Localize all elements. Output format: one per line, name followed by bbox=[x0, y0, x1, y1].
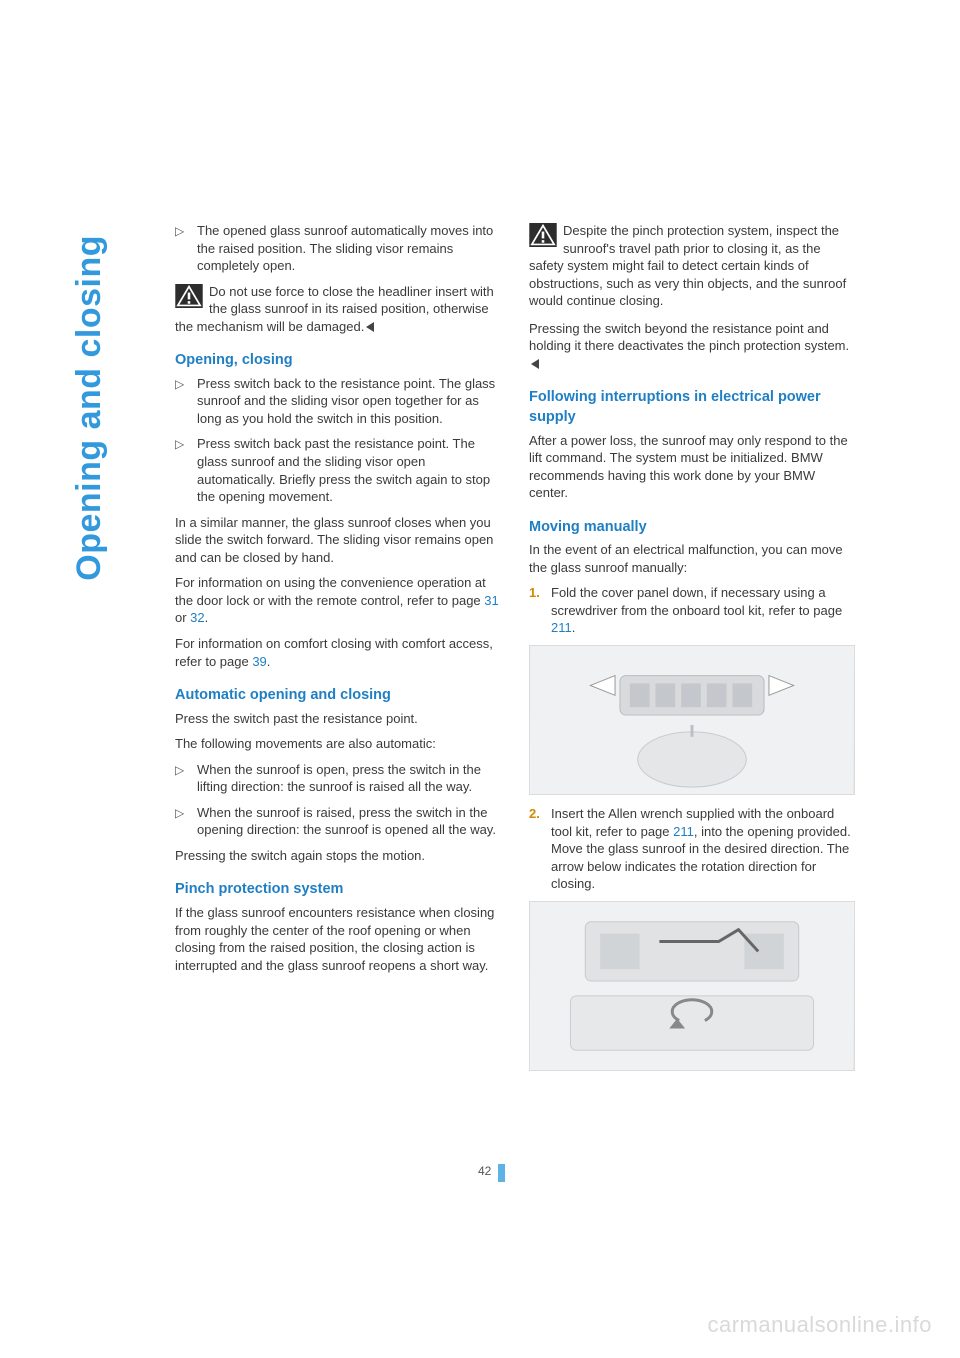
illustration-allen-wrench bbox=[529, 901, 855, 1071]
heading-moving-manually: Moving manually bbox=[529, 518, 855, 538]
illustration-svg bbox=[530, 902, 854, 1070]
bullet-text: When the sunroof is open, press the swit… bbox=[197, 761, 501, 796]
manual-page: Opening and closing ▷ The opened glass s… bbox=[0, 0, 960, 1358]
bullet-text: Press switch back past the resistance po… bbox=[197, 435, 501, 505]
list-text: Insert the Allen wrench supplied with th… bbox=[551, 805, 855, 893]
body-paragraph: If the glass sunroof encounters resistan… bbox=[175, 904, 501, 974]
page-number: 42 bbox=[478, 1164, 491, 1178]
illustration-svg bbox=[530, 646, 854, 794]
page-ref-link[interactable]: 32 bbox=[190, 610, 204, 625]
bullet-item: ▷ When the sunroof is open, press the sw… bbox=[175, 761, 501, 796]
bullet-text: Press switch back to the resistance poin… bbox=[197, 375, 501, 428]
page-ref-link[interactable]: 31 bbox=[484, 593, 498, 608]
warning-block: Do not use force to close the headliner … bbox=[175, 283, 501, 336]
bullet-text: The opened glass sunroof automatically m… bbox=[197, 222, 501, 275]
numbered-item: 2. Insert the Allen wrench supplied with… bbox=[529, 805, 855, 893]
body-paragraph: Pressing the switch beyond the resistanc… bbox=[529, 320, 855, 373]
section-side-title: Opening and closing bbox=[70, 235, 109, 581]
heading-automatic-opening: Automatic opening and closing bbox=[175, 686, 501, 706]
text-fragment: Pressing the switch beyond the resistanc… bbox=[529, 321, 849, 354]
heading-opening-closing: Opening, closing bbox=[175, 351, 501, 371]
content-area: ▷ The opened glass sunroof automatically… bbox=[175, 222, 855, 1081]
body-paragraph: For information on using the convenience… bbox=[175, 574, 501, 627]
end-marker-icon bbox=[531, 359, 539, 369]
body-paragraph: In the event of an electrical malfunctio… bbox=[529, 541, 855, 576]
body-paragraph: In a similar manner, the glass sunroof c… bbox=[175, 514, 501, 567]
triangle-bullet-icon: ▷ bbox=[175, 375, 197, 428]
list-number: 1. bbox=[529, 584, 551, 637]
text-fragment: For information on comfort closing with … bbox=[175, 636, 493, 669]
warning-icon bbox=[175, 284, 203, 308]
bullet-item: ▷ When the sunroof is raised, press the … bbox=[175, 804, 501, 839]
watermark-text: carmanualsonline.info bbox=[707, 1312, 932, 1338]
list-number: 2. bbox=[529, 805, 551, 893]
body-paragraph: After a power loss, the sunroof may only… bbox=[529, 432, 855, 502]
list-text: Fold the cover panel down, if necessary … bbox=[551, 584, 855, 637]
heading-following-interruptions: Following interruptions in electrical po… bbox=[529, 388, 855, 427]
triangle-bullet-icon: ▷ bbox=[175, 435, 197, 505]
text-fragment: . bbox=[205, 610, 209, 625]
text-fragment: or bbox=[175, 610, 190, 625]
body-paragraph: The following movements are also automat… bbox=[175, 735, 501, 753]
triangle-bullet-icon: ▷ bbox=[175, 804, 197, 839]
numbered-item: 1. Fold the cover panel down, if necessa… bbox=[529, 584, 855, 637]
triangle-bullet-icon: ▷ bbox=[175, 222, 197, 275]
warning-icon bbox=[529, 223, 557, 247]
body-paragraph: For information on comfort closing with … bbox=[175, 635, 501, 670]
heading-pinch-protection: Pinch protection system bbox=[175, 880, 501, 900]
page-ref-link[interactable]: 211 bbox=[673, 824, 694, 839]
bullet-text: When the sunroof is raised, press the sw… bbox=[197, 804, 501, 839]
page-ref-link[interactable]: 39 bbox=[252, 654, 266, 669]
text-fragment: . bbox=[267, 654, 271, 669]
warning-text: Despite the pinch protection system, ins… bbox=[529, 223, 846, 308]
warning-block: Despite the pinch protection system, ins… bbox=[529, 222, 855, 310]
page-ref-link[interactable]: 211 bbox=[551, 620, 572, 635]
body-paragraph: Press the switch past the resistance poi… bbox=[175, 710, 501, 728]
bullet-item: ▷ Press switch back past the resistance … bbox=[175, 435, 501, 505]
text-fragment: . bbox=[572, 620, 576, 635]
body-paragraph: Pressing the switch again stops the moti… bbox=[175, 847, 501, 865]
page-number-bar bbox=[498, 1164, 505, 1182]
illustration-cover-panel bbox=[529, 645, 855, 795]
bullet-item: ▷ Press switch back to the resistance po… bbox=[175, 375, 501, 428]
text-fragment: For information on using the convenience… bbox=[175, 575, 486, 608]
right-column: Despite the pinch protection system, ins… bbox=[529, 222, 855, 1081]
end-marker-icon bbox=[366, 322, 374, 332]
triangle-bullet-icon: ▷ bbox=[175, 761, 197, 796]
left-column: ▷ The opened glass sunroof automatically… bbox=[175, 222, 501, 1081]
warning-text: Do not use force to close the headliner … bbox=[175, 284, 494, 334]
text-fragment: Fold the cover panel down, if necessary … bbox=[551, 585, 842, 618]
bullet-item: ▷ The opened glass sunroof automatically… bbox=[175, 222, 501, 275]
